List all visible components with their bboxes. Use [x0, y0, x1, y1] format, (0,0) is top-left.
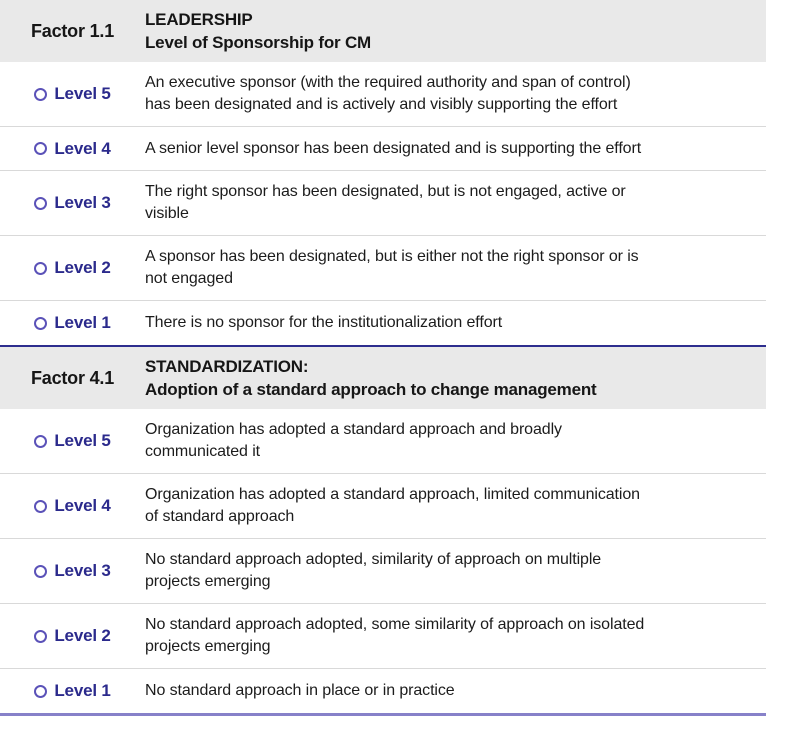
level-row: Level 5 An executive sponsor (with the r… [0, 62, 766, 127]
level-row: Level 3 The right sponsor has been desig… [0, 171, 766, 236]
level-description: No standard approach adopted, some simil… [145, 616, 645, 655]
level-label: Level 5 [54, 84, 111, 103]
level-option[interactable]: Level 1 [0, 681, 145, 701]
level-description: Organization has adopted a standard appr… [145, 486, 640, 525]
level-description: An executive sponsor (with the required … [145, 74, 631, 113]
factor-category: LEADERSHIP [145, 10, 253, 29]
factor-header: Factor 4.1 STANDARDIZATION: Adoption of … [0, 347, 766, 409]
radio-button-icon[interactable] [34, 629, 48, 643]
section-rows: Level 5 An executive sponsor (with the r… [0, 62, 766, 345]
level-label: Level 1 [54, 681, 111, 700]
level-label: Level 4 [54, 138, 111, 158]
level-option[interactable]: Level 4 [0, 496, 145, 516]
factor-section: Factor 1.1 LEADERSHIP Level of Sponsorsh… [0, 0, 766, 347]
level-row: Level 4 Organization has adopted a stand… [0, 474, 766, 539]
factor-label: Factor 1.1 [30, 20, 115, 41]
factor-title: LEADERSHIP Level of Sponsorship for CM [145, 0, 766, 62]
maturity-assessment-table: Factor 1.1 LEADERSHIP Level of Sponsorsh… [0, 0, 766, 716]
level-option[interactable]: Level 5 [0, 84, 145, 104]
radio-button-icon[interactable] [34, 499, 48, 513]
factor-category: STANDARDIZATION: [145, 357, 309, 376]
level-option[interactable]: Level 5 [0, 431, 145, 451]
section-rows: Level 5 Organization has adopted a stand… [0, 409, 766, 713]
level-label: Level 5 [54, 431, 111, 450]
level-label: Level 3 [54, 193, 111, 212]
level-row: Level 3 No standard approach adopted, si… [0, 539, 766, 604]
level-label: Level 3 [54, 561, 111, 580]
level-row: Level 1 No standard approach in place or… [0, 669, 766, 713]
factor-section: Factor 4.1 STANDARDIZATION: Adoption of … [0, 347, 766, 716]
radio-button-icon[interactable] [34, 564, 48, 578]
level-label: Level 2 [54, 258, 111, 277]
level-row: Level 4 A senior level sponsor has been … [0, 127, 766, 171]
level-description: A sponsor has been designated, but is ei… [145, 248, 639, 287]
radio-button-icon[interactable] [34, 261, 48, 275]
level-description: No standard approach adopted, similarity… [145, 551, 602, 590]
radio-button-icon[interactable] [34, 316, 48, 330]
level-option[interactable]: Level 3 [0, 561, 145, 581]
level-label: Level 2 [54, 626, 111, 645]
level-description: The right sponsor has been designated, b… [145, 183, 626, 222]
factor-label: Factor 4.1 [30, 367, 115, 388]
radio-button-icon[interactable] [34, 684, 48, 698]
level-row: Level 2 A sponsor has been designated, b… [0, 236, 766, 301]
radio-button-icon[interactable] [34, 142, 48, 155]
factor-header: Factor 1.1 LEADERSHIP Level of Sponsorsh… [0, 0, 766, 62]
level-row: Level 5 Organization has adopted a stand… [0, 409, 766, 474]
level-option[interactable]: Level 2 [0, 626, 145, 646]
level-option[interactable]: Level 3 [0, 193, 145, 213]
level-row: Level 1 There is no sponsor for the inst… [0, 301, 766, 345]
factor-cell: Factor 1.1 [0, 21, 145, 42]
level-row: Level 2 No standard approach adopted, so… [0, 604, 766, 669]
radio-button-icon[interactable] [34, 87, 48, 101]
level-label: Level 4 [54, 496, 111, 515]
level-option[interactable]: Level 4 [0, 139, 145, 159]
factor-subtitle: Adoption of a standard approach to chang… [145, 380, 597, 399]
radio-button-icon[interactable] [34, 434, 48, 448]
radio-button-icon[interactable] [34, 196, 48, 210]
level-description: A senior level sponsor has been designat… [145, 139, 642, 157]
level-label: Level 1 [54, 313, 111, 332]
level-description: There is no sponsor for the institutiona… [145, 314, 503, 331]
factor-cell: Factor 4.1 [0, 368, 145, 389]
level-option[interactable]: Level 2 [0, 258, 145, 278]
level-option[interactable]: Level 1 [0, 313, 145, 333]
level-description: Organization has adopted a standard appr… [145, 421, 562, 460]
factor-title: STANDARDIZATION: Adoption of a standard … [145, 347, 766, 409]
factor-subtitle: Level of Sponsorship for CM [145, 33, 372, 52]
level-description: No standard approach in place or in prac… [145, 682, 455, 699]
